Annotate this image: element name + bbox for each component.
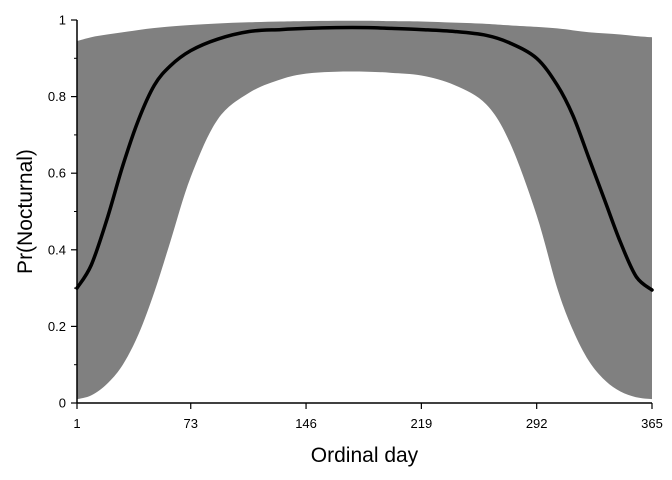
x-tick-label: 146: [295, 416, 317, 431]
y-tick-label: 0.2: [48, 319, 66, 334]
probability-line: [75, 25, 654, 292]
x-tick-label: 292: [526, 416, 548, 431]
plot-area: [75, 20, 654, 400]
x-tick-label: 73: [184, 416, 198, 431]
confidence-band: [77, 20, 652, 400]
y-axis-title: Pr(Nocturnal): [14, 149, 37, 274]
y-tick-label: 0: [59, 396, 66, 411]
y-axis-ticks: 0 0.2 0.4 0.6 0.8 1: [48, 13, 77, 411]
axes: 0 0.2 0.4 0.6 0.8 1 1 73 146 219 292 365: [48, 13, 663, 432]
x-tick-label: 219: [411, 416, 433, 431]
x-axis-title: Ordinal day: [311, 444, 419, 467]
y-tick-label: 0.8: [48, 89, 66, 104]
x-tick-label: 365: [641, 416, 663, 431]
y-tick-label: 0.6: [48, 166, 66, 181]
x-tick-label: 1: [73, 416, 80, 431]
y-tick-label: 1: [59, 13, 66, 28]
x-axis-ticks: 1 73 146 219 292 365: [73, 403, 663, 431]
y-tick-label: 0.4: [48, 242, 66, 257]
